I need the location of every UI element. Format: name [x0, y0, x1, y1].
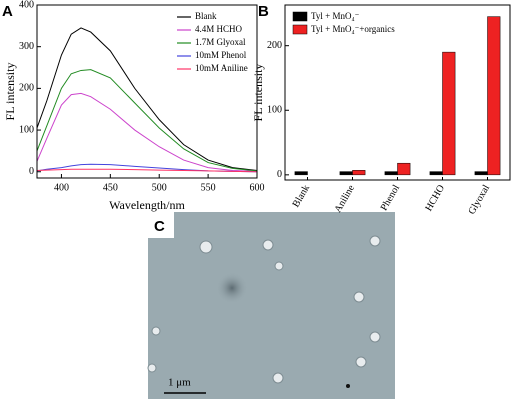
y-tick-label: 100: [19, 124, 34, 135]
line: [36, 69, 258, 172]
label-box: [148, 212, 174, 238]
legend-swatch: [292, 11, 308, 22]
legend-label: 4.4M HCHO: [195, 24, 243, 34]
x-tick-label: Aniline: [333, 183, 358, 215]
x-tick-label: HCHO: [423, 183, 447, 213]
bar: [397, 162, 411, 176]
bar: [474, 171, 488, 176]
bar: [429, 171, 443, 176]
legend-label: 1.7M Glyoxal: [195, 37, 246, 47]
y-tick-label: 0: [29, 166, 34, 177]
shadow: [216, 272, 248, 304]
line: [36, 27, 258, 171]
x-tick-label: Glyoxal: [466, 183, 492, 217]
axes-frame: [284, 4, 511, 181]
axes-frame: [36, 4, 258, 179]
legend-swatch: [292, 24, 308, 35]
panel-label: B: [258, 3, 269, 20]
dot: [346, 384, 350, 388]
panel-label: A: [2, 3, 13, 20]
y-tick-label: 0: [277, 169, 282, 180]
legend-label: Tyl + MnO₄⁻+organics: [311, 24, 395, 34]
x-tick-label: 400: [54, 182, 69, 193]
y-tick-label: 400: [19, 0, 34, 10]
panel-label: C: [154, 218, 165, 235]
y-tick-label: 300: [19, 41, 34, 52]
legend-label: Tyl + MnO₄⁻: [311, 11, 360, 21]
bar: [294, 171, 308, 176]
bar: [442, 51, 456, 176]
bar: [352, 170, 366, 176]
y-tick-label: 100: [267, 105, 282, 116]
x-tick-label: 600: [250, 182, 265, 193]
x-tick-label: Phenol: [379, 183, 403, 213]
line: [36, 92, 258, 172]
x-tick-label: 500: [152, 182, 167, 193]
x-axis-label: Wavelength/nm: [109, 198, 185, 212]
x-tick-label: Blank: [291, 183, 312, 209]
bar: [487, 16, 501, 176]
line: [36, 168, 258, 173]
legend-label: Blank: [195, 11, 217, 21]
bar: [339, 171, 353, 176]
tem-image: C 1 μm: [147, 212, 395, 399]
legend-label: 10mM Aniline: [195, 63, 248, 73]
x-tick-label: 550: [201, 182, 216, 193]
micrograph: [148, 212, 395, 399]
particles: [147, 235, 381, 384]
bar: [384, 171, 398, 176]
y-tick-label: 200: [267, 40, 282, 51]
y-axis-label: FL intensity: [3, 63, 17, 121]
y-axis-label: FL intensity: [251, 64, 265, 122]
y-tick-label: 200: [19, 83, 34, 94]
x-tick-label: 450: [103, 182, 118, 193]
legend-label: 10mM Phenol: [195, 50, 247, 60]
scale-label: 1 μm: [168, 377, 191, 389]
